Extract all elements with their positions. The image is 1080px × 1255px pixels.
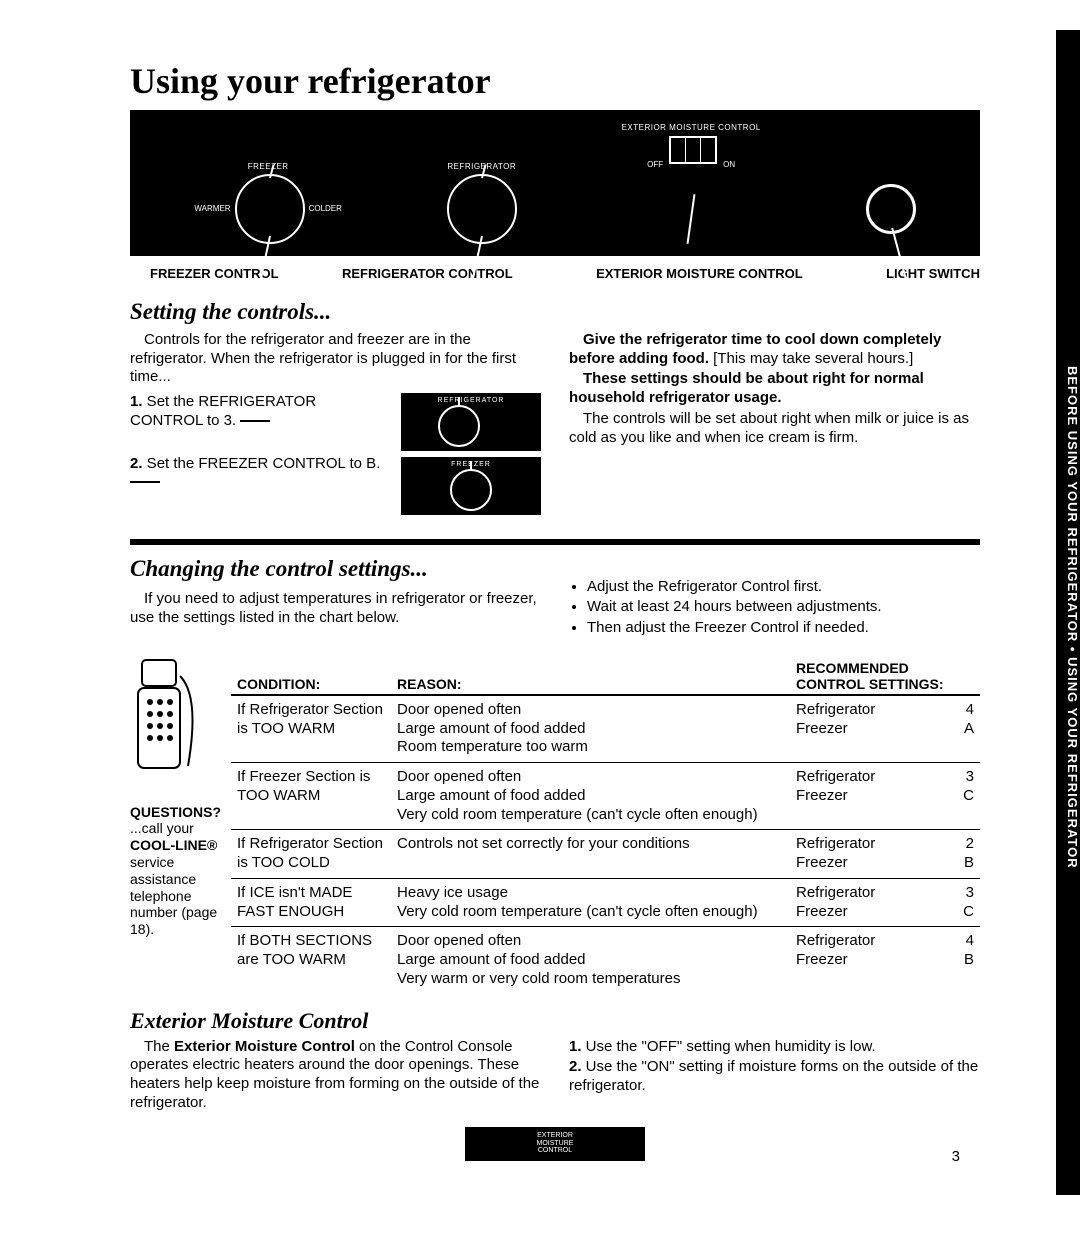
warmer-label: WARMER	[194, 204, 230, 213]
rcol-bold2: These settings should be about right for…	[569, 370, 924, 406]
setting-right-col: Give the refrigerator time to cool down …	[569, 331, 980, 521]
bullet-3: Then adjust the Freezer Control if neede…	[587, 618, 980, 638]
th-reason: REASON:	[391, 656, 790, 695]
light-switch-icon	[866, 184, 916, 234]
mini-refrig-label: REFRIGERATOR	[438, 397, 505, 406]
step2-num: 2.	[130, 455, 143, 472]
sidebar-t3: service assistance telephone number (pag…	[130, 854, 221, 938]
controls-diagram: FREEZER WARMER COLDER REFRIGERATOR EXTER…	[130, 110, 980, 256]
phone-icon	[130, 656, 200, 796]
rcol-txt2: The controls will be set about right whe…	[569, 410, 980, 448]
questions-sidebar: QUESTIONS? ...call your COOL-LINE® servi…	[130, 656, 221, 994]
cell-reason: Door opened often Large amount of food a…	[391, 927, 790, 994]
cell-settings: Refrigerator3FreezerC	[790, 763, 980, 830]
cell-reason: Door opened often Large amount of food a…	[391, 695, 790, 763]
moisture-top-label: EXTERIOR MOISTURE CONTROL	[622, 124, 761, 133]
cell-condition: If Refrigerator Section is TOO COLD	[231, 830, 391, 879]
refrig-top-label: REFRIGERATOR	[447, 162, 516, 171]
switch-icon	[669, 136, 717, 164]
setting-intro: Controls for the refrigerator and freeze…	[130, 331, 541, 387]
questions-label: QUESTIONS?	[130, 804, 221, 821]
page-title: Using your refrigerator	[130, 60, 980, 102]
refrig-control-label: REFRIGERATOR CONTROL	[342, 266, 513, 281]
bullet-1: Adjust the Refrigerator Control first.	[587, 577, 980, 597]
freezer-top-label: FREEZER	[248, 162, 289, 171]
light-switch-label: LIGHT SWITCH	[886, 266, 980, 281]
th-condition: CONDITION:	[231, 656, 391, 695]
off-label: OFF	[647, 160, 663, 169]
step1-text: Set the REFRIGERATOR CONTROL to 3.	[130, 393, 316, 429]
table-row: If Freezer Section is TOO WARMDoor opene…	[231, 763, 980, 830]
cell-settings: Refrigerator4FreezerB	[790, 927, 980, 994]
emc-r1: Use the "OFF" setting when humidity is l…	[582, 1038, 876, 1055]
sidebar-t2: COOL-LINE®	[130, 837, 221, 854]
refrig-dial-icon	[447, 174, 517, 244]
on-label: ON	[723, 160, 735, 169]
emc-r2: Use the "ON" setting if moisture forms o…	[569, 1058, 978, 1094]
emc-r1-num: 1.	[569, 1038, 582, 1055]
settings-table: CONDITION: REASON: RECOMMENDEDCONTROL SE…	[231, 656, 980, 994]
cell-condition: If ICE isn't MADE FAST ENOUGH	[231, 878, 391, 927]
table-row: If BOTH SECTIONS are TOO WARMDoor opened…	[231, 927, 980, 994]
changing-para: If you need to adjust temperatures in re…	[130, 590, 541, 628]
setting-left-col: Controls for the refrigerator and freeze…	[130, 331, 541, 521]
emc-r2-num: 2.	[569, 1058, 582, 1075]
emc-right: 1. Use the "OFF" setting when humidity i…	[569, 1038, 980, 1115]
freezer-control-diagram: FREEZER WARMER COLDER	[194, 162, 342, 244]
colder-label: COLDER	[309, 204, 342, 213]
cell-settings: Refrigerator3FreezerC	[790, 878, 980, 927]
sidebar-t1: ...call your	[130, 820, 221, 837]
table-row: If Refrigerator Section is TOO WARMDoor …	[231, 695, 980, 763]
cell-settings: Refrigerator2FreezerB	[790, 830, 980, 879]
step1-num: 1.	[130, 393, 143, 410]
emc-bold: Exterior Moisture Control	[174, 1038, 355, 1055]
cell-condition: If Refrigerator Section is TOO WARM	[231, 695, 391, 763]
refrigerator-control-diagram: REFRIGERATOR	[447, 162, 517, 244]
light-switch-diagram	[866, 184, 916, 244]
setting-heading: Setting the controls...	[130, 299, 980, 325]
rcol-txt1: [This may take several hours.]	[709, 350, 913, 367]
mini-freezer-dial: FREEZER	[401, 457, 541, 515]
cell-condition: If Freezer Section is TOO WARM	[231, 763, 391, 830]
emc-box-label: EXTERIOR MOISTURE CONTROL	[537, 1132, 574, 1155]
emc-heading: Exterior Moisture Control	[130, 1008, 980, 1034]
divider	[130, 539, 980, 545]
freezer-dial-icon	[235, 174, 305, 244]
cell-reason: Door opened often Large amount of food a…	[391, 763, 790, 830]
cell-settings: Refrigerator4FreezerA	[790, 695, 980, 763]
moisture-control-label: EXTERIOR MOISTURE CONTROL	[596, 266, 803, 281]
moisture-control-diagram: EXTERIOR MOISTURE CONTROL OFF ON	[622, 124, 761, 244]
th-settings: RECOMMENDEDCONTROL SETTINGS:	[790, 656, 980, 695]
mini-refrig-dial: REFRIGERATOR	[401, 393, 541, 451]
emc-left: The Exterior Moisture Control on the Con…	[130, 1038, 541, 1115]
emc-pre: The	[144, 1038, 174, 1055]
page-number: 3	[952, 1148, 960, 1165]
cell-condition: If BOTH SECTIONS are TOO WARM	[231, 927, 391, 994]
cell-reason: Heavy ice usage Very cold room temperatu…	[391, 878, 790, 927]
changing-bullets: Adjust the Refrigerator Control first. W…	[587, 577, 980, 638]
step2-text: Set the FREEZER CONTROL to B.	[143, 455, 381, 472]
changing-heading: Changing the control settings...	[130, 555, 541, 584]
bullet-2: Wait at least 24 hours between adjustmen…	[587, 597, 980, 617]
cell-reason: Controls not set correctly for your cond…	[391, 830, 790, 879]
table-row: If ICE isn't MADE FAST ENOUGHHeavy ice u…	[231, 878, 980, 927]
table-row: If Refrigerator Section is TOO COLDContr…	[231, 830, 980, 879]
emc-switch-diagram: EXTERIOR MOISTURE CONTROL	[465, 1127, 645, 1161]
